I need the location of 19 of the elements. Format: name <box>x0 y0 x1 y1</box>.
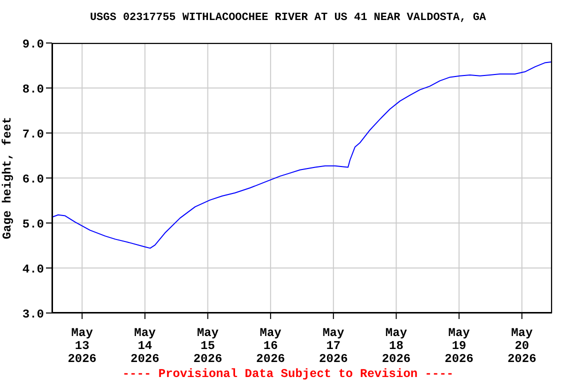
x-tick-label: May 20 2026 <box>507 326 536 366</box>
y-tick-label: 5.0 <box>22 217 44 232</box>
y-axis-title: Gage height, feet <box>0 116 14 240</box>
y-tick-label: 7.0 <box>22 127 44 142</box>
line-series <box>52 61 552 249</box>
x-tick-label: May 14 2026 <box>130 326 160 366</box>
y-tick-label: 8.0 <box>22 82 44 96</box>
x-tick-label: May 13 2026 <box>68 326 97 366</box>
x-tick-label: May 18 2026 <box>382 326 411 366</box>
y-tick-label: 4.0 <box>22 262 44 276</box>
x-tick-label: May 16 2026 <box>256 326 285 366</box>
text: ---- Provisional Data Subject to Revision ---- <box>121 367 455 381</box>
chart-title: USGS 02317755 WITHLACOOCHEE RIVER AT US 41 NEAR VALDOSTA, GA <box>88 12 488 24</box>
x-tick-label: May 19 2026 <box>444 326 474 366</box>
y-tick-label: 3.0 <box>22 307 44 322</box>
y-tick-label: 6.0 <box>22 172 44 186</box>
y-tick-label: 9.0 <box>22 37 44 52</box>
x-tick-label: May 15 2026 <box>193 326 222 366</box>
x-tick-label: May 17 2026 <box>319 326 348 366</box>
